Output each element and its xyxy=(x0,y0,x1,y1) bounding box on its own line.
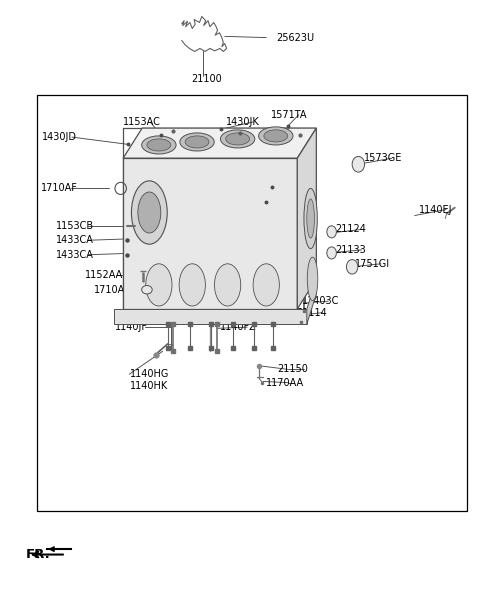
Polygon shape xyxy=(123,158,297,309)
Text: 21150: 21150 xyxy=(277,364,308,375)
Polygon shape xyxy=(123,128,316,158)
Text: 1430JK: 1430JK xyxy=(271,178,305,187)
Circle shape xyxy=(352,156,364,172)
Ellipse shape xyxy=(220,130,255,148)
Text: 1433CA: 1433CA xyxy=(56,235,94,245)
Text: 1152AA: 1152AA xyxy=(85,270,123,280)
Text: 25623U: 25623U xyxy=(276,33,314,42)
Text: 1140EJ: 1140EJ xyxy=(419,204,453,215)
Ellipse shape xyxy=(264,130,288,142)
Text: 1430JD: 1430JD xyxy=(42,132,77,142)
Circle shape xyxy=(327,247,336,259)
Text: 11403C: 11403C xyxy=(302,296,339,306)
Ellipse shape xyxy=(147,139,171,151)
Ellipse shape xyxy=(307,199,314,238)
Ellipse shape xyxy=(259,127,293,145)
Text: 1140JF: 1140JF xyxy=(115,322,148,332)
Ellipse shape xyxy=(142,285,152,294)
Text: 1140HK: 1140HK xyxy=(130,381,168,391)
Ellipse shape xyxy=(304,188,317,248)
Text: 1153CB: 1153CB xyxy=(56,221,95,231)
Text: 1571TA: 1571TA xyxy=(271,110,308,120)
Text: 1170AA: 1170AA xyxy=(266,378,304,388)
Text: 1153AC: 1153AC xyxy=(123,117,161,127)
Ellipse shape xyxy=(215,264,240,306)
Text: 1710AF: 1710AF xyxy=(40,184,77,193)
Text: 1430JK: 1430JK xyxy=(226,117,259,127)
Text: FR.: FR. xyxy=(25,548,50,561)
Text: 1710AA: 1710AA xyxy=(95,285,132,295)
Text: 1433CA: 1433CA xyxy=(56,250,94,260)
Text: 1140FZ: 1140FZ xyxy=(220,322,257,332)
Ellipse shape xyxy=(142,136,176,154)
Polygon shape xyxy=(114,309,307,324)
Text: 1140HG: 1140HG xyxy=(130,369,169,379)
Text: 1430JC: 1430JC xyxy=(271,193,305,202)
Ellipse shape xyxy=(138,192,161,233)
Polygon shape xyxy=(307,279,316,324)
Ellipse shape xyxy=(307,257,318,301)
Text: 1751GI: 1751GI xyxy=(355,259,390,269)
Polygon shape xyxy=(297,128,316,309)
Text: 21133: 21133 xyxy=(336,245,366,255)
Ellipse shape xyxy=(253,264,279,306)
Ellipse shape xyxy=(226,133,250,145)
Text: 21114: 21114 xyxy=(296,308,327,318)
Text: 21100: 21100 xyxy=(191,73,222,84)
Ellipse shape xyxy=(180,133,214,151)
Ellipse shape xyxy=(146,264,172,306)
Text: 21124: 21124 xyxy=(336,224,366,235)
Ellipse shape xyxy=(185,136,209,148)
Circle shape xyxy=(347,259,358,274)
Text: 1573GE: 1573GE xyxy=(364,153,402,163)
Ellipse shape xyxy=(179,264,205,306)
Circle shape xyxy=(327,226,336,238)
Ellipse shape xyxy=(132,181,167,244)
Bar xyxy=(37,95,467,511)
